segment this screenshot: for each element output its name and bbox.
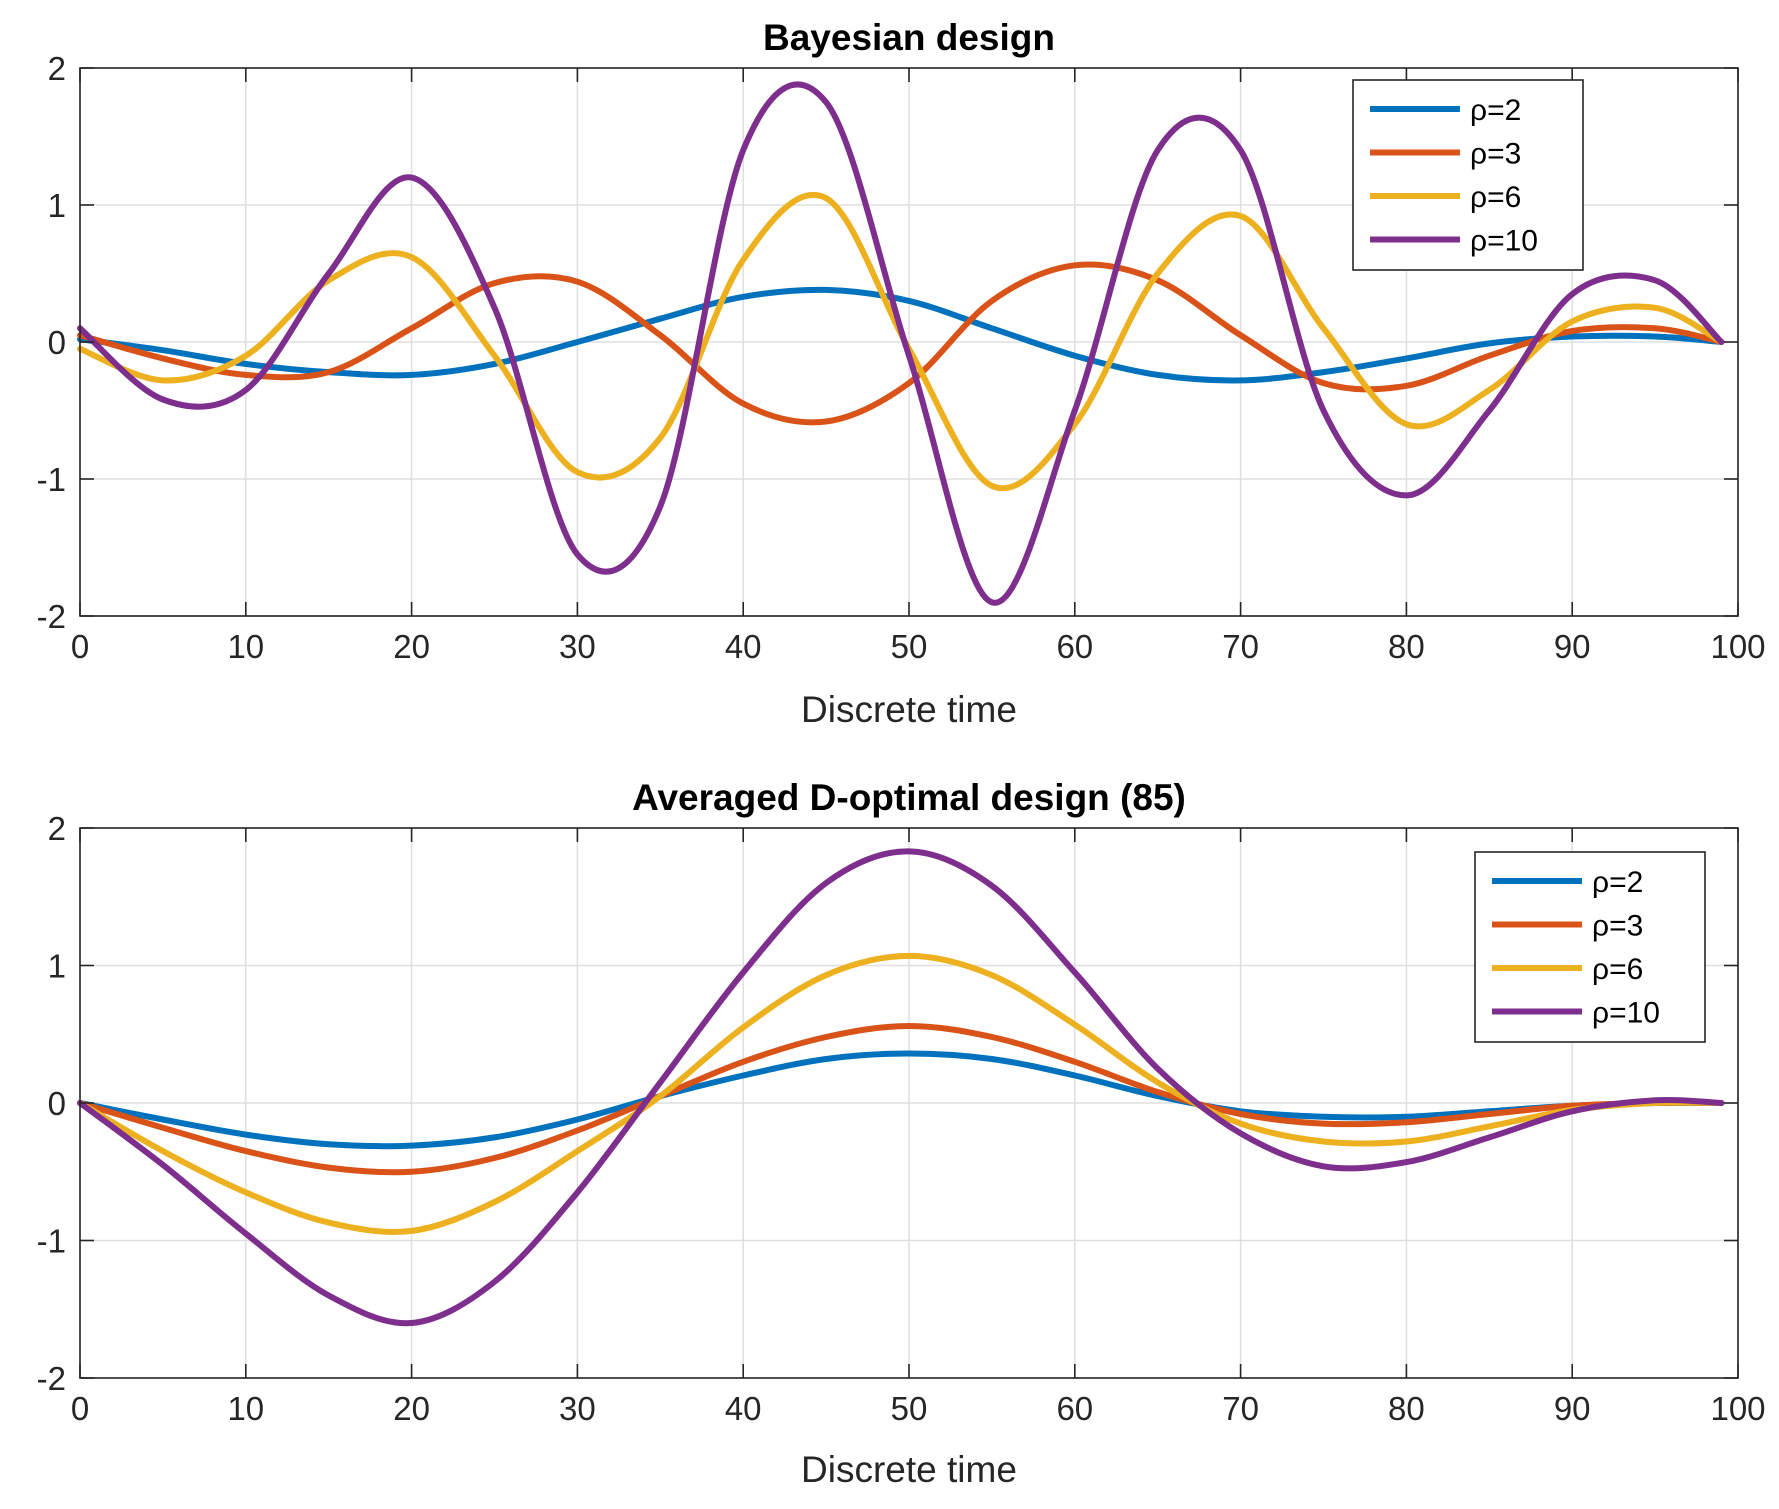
x-tick-label: 80 [1388, 628, 1425, 665]
chart-title: Bayesian design [763, 17, 1055, 58]
legend-entry: ρ=6 [1592, 953, 1643, 986]
x-tick-label: 70 [1222, 628, 1259, 665]
x-tick-label: 90 [1554, 1390, 1591, 1427]
legend: ρ=2 ρ=3 ρ=6 ρ=10 [1474, 851, 1706, 1043]
x-tick-label: 80 [1388, 1390, 1425, 1427]
x-tick-label: 10 [227, 1390, 264, 1427]
plot-series [77, 848, 1725, 1327]
series-line [77, 848, 1725, 1327]
x-tick-label: 100 [1710, 1390, 1765, 1427]
x-tick-label: 30 [559, 1390, 596, 1427]
y-tick-label: -1 [37, 1223, 66, 1260]
plot-series [77, 81, 1725, 606]
y-tick-label: 1 [48, 948, 66, 985]
y-tick-label: -1 [37, 461, 66, 498]
legend-entry: ρ=10 [1592, 997, 1660, 1030]
x-axis-label: Discrete time [801, 1449, 1017, 1490]
series-line [77, 286, 1725, 384]
x-tick-label: 50 [891, 628, 928, 665]
chart-averaged-d-optimal-design: Averaged D-optimal design (85) 0 10 20 30 40… [37, 777, 1766, 1490]
series-line [77, 1050, 1725, 1150]
x-axis-label: Discrete time [801, 689, 1017, 730]
x-tick-label: 20 [393, 1390, 430, 1427]
series-line [77, 1023, 1725, 1176]
x-tick-label: 10 [227, 628, 264, 665]
y-tick-label: -2 [37, 1360, 66, 1397]
x-tick-label: 70 [1222, 1390, 1259, 1427]
x-tick-label: 0 [71, 1390, 89, 1427]
chart-bayesian-design: Bayesian design 0 10 20 30 40 50 60 70 80 90 10021… [37, 17, 1766, 730]
legend-entry: ρ=3 [1470, 138, 1521, 171]
series-line [77, 261, 1725, 426]
y-tick-label: 2 [48, 810, 66, 847]
legend-entry: ρ=2 [1592, 866, 1643, 899]
x-tick-label: 20 [393, 628, 430, 665]
y-tick-label: -2 [37, 598, 66, 635]
x-tick-label: 60 [1056, 628, 1093, 665]
y-tick-label: 0 [48, 324, 66, 361]
chart-title: Averaged D-optimal design (85) [632, 777, 1186, 818]
x-tick-label: 100 [1710, 628, 1765, 665]
y-tick-label: 2 [48, 50, 66, 87]
y-tick-label: 0 [48, 1085, 66, 1122]
series-line [77, 952, 1725, 1235]
x-tick-label: 90 [1554, 628, 1591, 665]
legend-entry: ρ=6 [1470, 181, 1521, 214]
x-tick-label: 50 [891, 1390, 928, 1427]
legend-entry: ρ=10 [1470, 225, 1538, 258]
y-tick-label: 1 [48, 187, 66, 224]
series-line [77, 81, 1725, 606]
legend: ρ=2 ρ=3 ρ=6 ρ=10 [1352, 79, 1584, 271]
legend-entry: ρ=3 [1592, 910, 1643, 943]
x-tick-label: 0 [71, 628, 89, 665]
x-tick-label: 30 [559, 628, 596, 665]
legend-entry: ρ=2 [1470, 94, 1521, 127]
x-tick-label: 60 [1056, 1390, 1093, 1427]
x-tick-label: 40 [725, 1390, 762, 1427]
x-tick-label: 40 [725, 628, 762, 665]
